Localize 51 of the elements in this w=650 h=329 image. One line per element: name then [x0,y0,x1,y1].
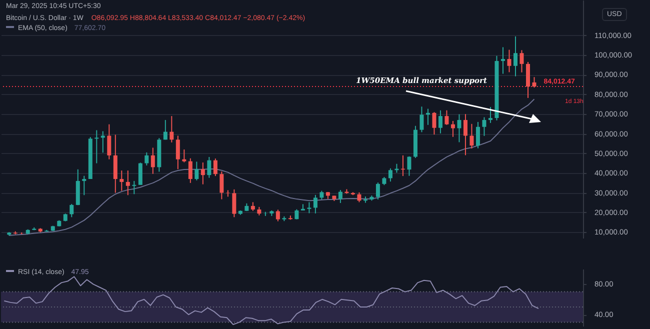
candlestick [276,209,280,222]
candlestick [357,192,362,203]
candlestick [163,119,168,140]
candlestick [150,147,155,174]
candlestick [107,124,112,160]
candlestick [526,61,530,98]
candlestick [432,112,436,136]
candlestick [176,135,180,170]
candlestick [338,190,342,204]
candlestick [126,170,130,196]
candlestick [470,123,474,150]
candlestick [170,116,174,143]
candlestick [188,158,192,184]
candlestick [94,130,99,164]
candlestick [182,148,186,163]
candlestick [132,180,136,195]
candlestick [194,161,199,181]
candlestick [232,188,236,218]
candlestick [482,116,486,136]
candlestick [420,106,424,133]
candlestick [407,156,412,176]
candlestick [100,130,105,154]
candlestick [463,114,468,156]
candlestick [376,182,380,200]
line-series [4,276,539,325]
candlestick [388,168,392,182]
candlestick [457,114,462,143]
candlestick [520,50,524,73]
candlestick [488,106,492,124]
candlestick [213,158,218,177]
candlestick [476,121,480,149]
candlestick [532,76,536,88]
candlestick [70,203,74,218]
candlestick [76,168,80,206]
candlestick [220,171,224,200]
candlestick [144,152,149,166]
candlestick [313,194,318,214]
candlestick [438,110,442,134]
candlestick [507,49,512,73]
candlestick [120,170,124,192]
candlestick [444,110,449,126]
candlestick [294,208,299,220]
candlestick [307,202,312,214]
candlestick [513,36,518,77]
candlestick [207,156,212,178]
candlestick [500,46,505,74]
candlestick [113,134,118,194]
candlestick [138,162,142,186]
line-series [8,98,535,236]
candlestick [82,175,86,196]
candlestick [200,162,205,185]
